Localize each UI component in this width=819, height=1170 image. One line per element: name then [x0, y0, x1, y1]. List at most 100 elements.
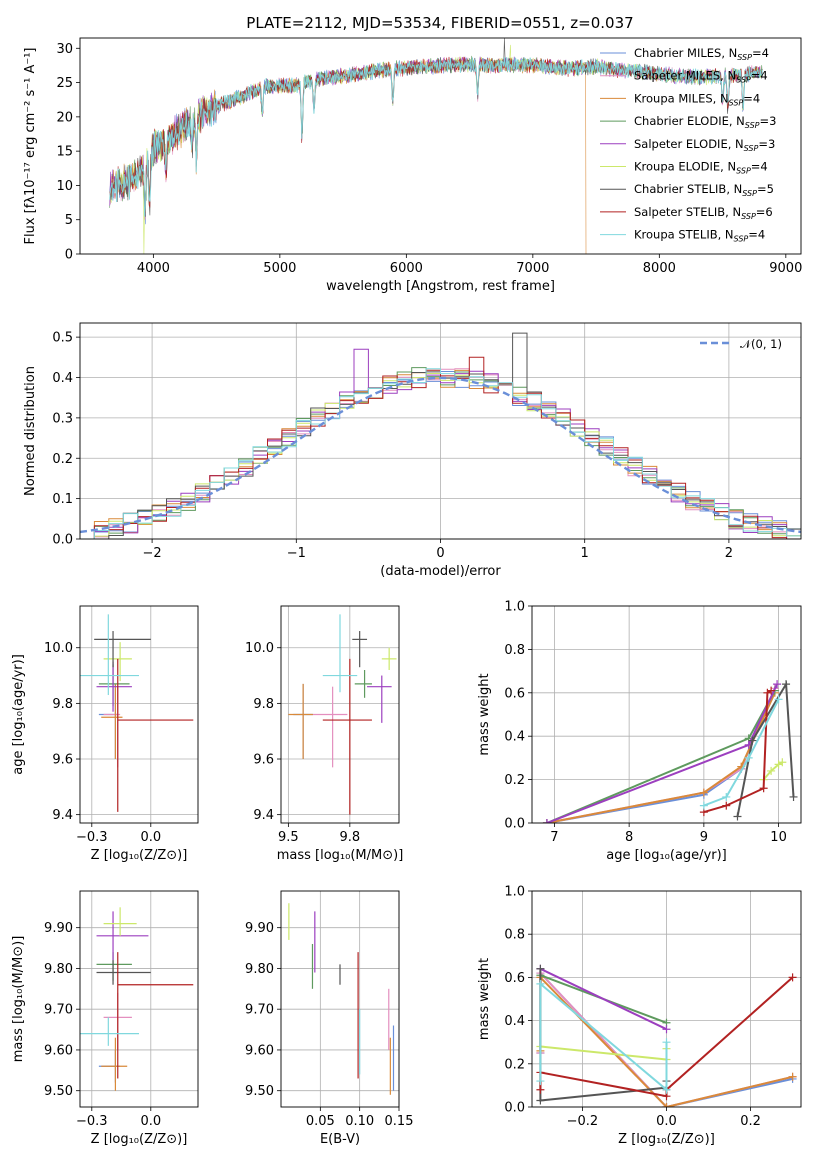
y-tick-label: 0.8 — [504, 643, 525, 658]
weight-line — [762, 761, 783, 781]
errorbar-kroupa-miles — [101, 683, 123, 760]
weight-point — [699, 788, 708, 797]
legend-label-chabrier-stelib: Chabrier STELIB, NSSP=5 — [634, 182, 774, 198]
normal-curve — [80, 376, 801, 534]
axes-frame — [79, 37, 802, 255]
weight-point — [536, 979, 545, 988]
errorbar-chabrier-stelib — [96, 960, 151, 985]
weight-line — [703, 689, 772, 814]
y-tick-label: 20 — [56, 110, 73, 125]
y-tick-label: 0.3 — [52, 411, 73, 426]
weight-series-salpeter-miles — [542, 684, 779, 823]
plot-area — [109, 38, 763, 254]
plot-area — [536, 964, 797, 1107]
y-tick-label: 0.4 — [52, 371, 73, 386]
weight-line — [539, 967, 667, 1031]
weight-point — [744, 753, 753, 762]
legend-label-kroupa-elodie: Kroupa ELODIE, NSSP=4 — [634, 160, 768, 176]
y-tick-label: 0.4 — [504, 730, 525, 745]
y-axis-label: mass [log₁₀(M/M⊙)] — [11, 936, 26, 1063]
x-axis-label: age [log₁₀(age/yr)] — [606, 848, 727, 863]
y-tick-label: 10.0 — [245, 641, 274, 656]
weight-point — [774, 695, 783, 704]
errorbar-salpeter-elodie — [96, 661, 132, 712]
axes-frame — [79, 322, 802, 540]
weight-series-salpeter-elodie — [542, 680, 782, 823]
y-tick-label: 9.50 — [245, 1084, 274, 1099]
legend-label-salpeter-elodie: Salpeter ELODIE, NSSP=3 — [634, 137, 775, 153]
weight-point — [782, 680, 791, 689]
x-axis-label: mass [log₁₀(M/M⊙)] — [277, 848, 404, 863]
y-tick-label: 9.80 — [245, 962, 274, 977]
axes-frame — [79, 890, 199, 1108]
y-tick-label: 9.50 — [44, 1084, 73, 1099]
y-axis-label: age [log₁₀(age/yr)] — [11, 654, 26, 775]
y-tick-label: 0.4 — [504, 1014, 525, 1029]
x-tick-label: 9.5 — [278, 830, 299, 845]
errorbar-kroupa-stelib — [80, 614, 139, 696]
plot-area — [542, 680, 798, 823]
y-tick-label: 5 — [65, 213, 73, 228]
weight-point — [778, 758, 787, 767]
y-tick-label: 9.70 — [245, 1003, 274, 1018]
x-tick-label: 9.8 — [339, 830, 360, 845]
x-axis-label: Z [log₁₀(Z/Z⊙)] — [618, 1132, 715, 1147]
grid — [80, 891, 198, 1107]
x-tick-label: 2 — [725, 546, 733, 561]
y-tick-label: 30 — [56, 42, 73, 57]
panel-age-vs-Z: −0.3 0.0 9.4 9.6 9.8 10.0 Z [log₁₀(Z/Z⊙)] age [… — [11, 605, 199, 863]
weight-series-chabrier-stelib — [733, 680, 798, 821]
axes-frame — [280, 605, 400, 824]
x-tick-label: 9 — [700, 830, 708, 845]
y-tick-label: 1.0 — [504, 600, 525, 615]
errorbar-chabrier-elodie — [354, 669, 372, 698]
weight-point — [536, 964, 545, 973]
weight-point — [773, 680, 782, 689]
weight-line — [539, 968, 668, 1102]
y-tick-label: 9.70 — [44, 1003, 73, 1018]
x-tick-label: 0.05 — [306, 1114, 335, 1129]
x-tick-label: 0.0 — [656, 1114, 677, 1129]
panel-weight-vs-age: 7 8 9 10 0.0 0.2 0.4 0.6 0.8 1.0 age [log₁₀(age/yr… — [477, 600, 802, 863]
weight-line — [540, 1045, 668, 1061]
errorbar-salpeter-elodie — [96, 911, 149, 961]
spectrum-series-kroupa-miles — [109, 56, 587, 254]
y-tick-label: 0.8 — [504, 928, 525, 943]
legend-label-normal: 𝒩(0, 1) — [740, 337, 782, 351]
weight-series-kroupa-miles — [542, 688, 779, 823]
weight-series-kroupa-stelib — [699, 695, 783, 810]
plot-area — [288, 903, 395, 1095]
x-tick-label: 7000 — [516, 261, 549, 276]
figure-title: PLATE=2112, MJD=53534, FIBERID=0551, z=0… — [246, 14, 633, 32]
weight-series-chabrier-elodie — [542, 686, 779, 823]
weight-series-salpeter-elodie — [536, 964, 671, 1034]
weight-point — [536, 1096, 545, 1105]
y-tick-label: 9.6 — [52, 753, 73, 768]
y-axis-label: mass weight — [477, 673, 492, 755]
plot-area — [80, 614, 194, 812]
y-tick-label: 9.60 — [245, 1043, 274, 1058]
y-axis-label: Normed distribution — [23, 366, 38, 496]
x-tick-label: 0.10 — [345, 1114, 374, 1129]
x-tick-label: 9000 — [769, 261, 802, 276]
weight-point — [699, 801, 708, 810]
y-tick-label: 0.0 — [52, 533, 73, 548]
errorbar-salpeter-elodie — [367, 675, 392, 723]
y-tick-label: 10.0 — [44, 641, 73, 656]
x-tick-label: 8000 — [643, 261, 676, 276]
legend-label-chabrier-miles: Chabrier MILES, NSSP=4 — [634, 46, 769, 62]
x-tick-label: −1 — [287, 546, 306, 561]
x-axis-label: E(B-V) — [320, 1132, 360, 1147]
y-tick-label: 9.4 — [253, 808, 274, 823]
x-tick-label: 5000 — [263, 261, 296, 276]
x-tick-label: 4000 — [137, 261, 170, 276]
y-tick-label: 0.2 — [504, 773, 525, 788]
spectrum-legend: Chabrier MILES, NSSP=4 Salpeter MILES, NS… — [600, 46, 776, 244]
x-tick-label: 0 — [436, 546, 444, 561]
errorbar-kroupa-elodie — [381, 647, 397, 670]
x-axis-label: Z [log₁₀(Z/Z⊙)] — [91, 848, 188, 863]
errorbar-kroupa-stelib — [80, 1017, 139, 1046]
x-tick-label: 0.0 — [140, 830, 161, 845]
y-tick-label: 9.8 — [253, 697, 274, 712]
